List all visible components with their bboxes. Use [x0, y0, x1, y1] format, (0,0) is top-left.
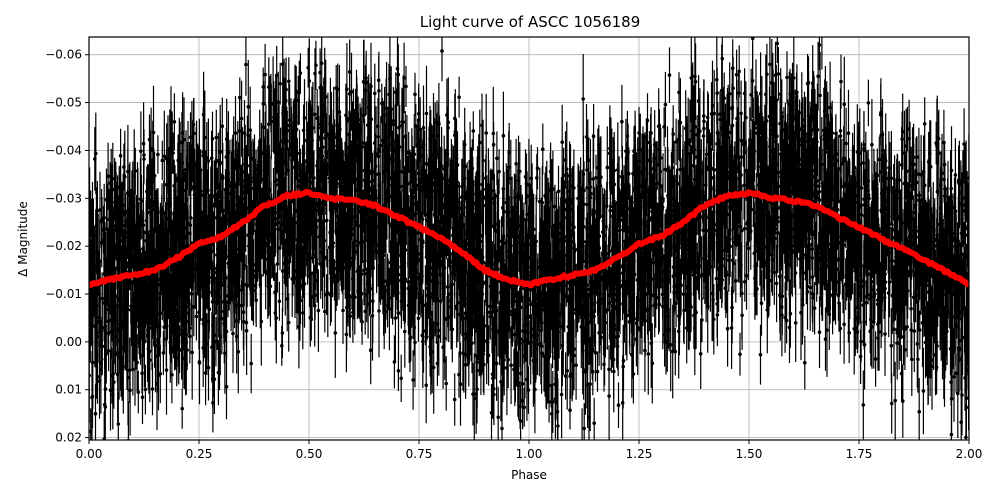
svg-text:−0.05: −0.05 — [45, 96, 82, 110]
svg-text:0.25: 0.25 — [186, 447, 213, 461]
svg-text:2.00: 2.00 — [956, 447, 983, 461]
svg-text:1.50: 1.50 — [736, 447, 763, 461]
svg-text:1.00: 1.00 — [516, 447, 543, 461]
x-axis-label: Phase — [511, 468, 547, 482]
model-curve — [89, 188, 969, 289]
svg-text:0.00: 0.00 — [55, 335, 82, 349]
svg-text:−0.01: −0.01 — [45, 287, 82, 301]
svg-text:1.75: 1.75 — [846, 447, 873, 461]
y-axis-ticks: −0.06 −0.05 −0.04 −0.03 −0.02 −0.01 0.00 0.01 0.… — [45, 48, 89, 445]
x-axis-ticks: 0.00 0.25 0.50 0.75 1.00 1.25 1.50 1.75 2.00 — [76, 440, 983, 461]
svg-text:0.50: 0.50 — [296, 447, 323, 461]
svg-text:0.02: 0.02 — [55, 431, 82, 445]
svg-text:0.01: 0.01 — [55, 383, 82, 397]
chart-title: Light curve of ASCC 1056189 — [419, 13, 641, 31]
svg-text:0.75: 0.75 — [406, 447, 433, 461]
y-axis-label: Δ Magnitude — [16, 201, 30, 277]
svg-text:−0.02: −0.02 — [45, 239, 82, 253]
svg-text:−0.03: −0.03 — [45, 191, 82, 205]
svg-text:−0.06: −0.06 — [45, 48, 82, 62]
svg-text:−0.04: −0.04 — [45, 143, 82, 157]
svg-text:0.00: 0.00 — [76, 447, 103, 461]
svg-text:1.25: 1.25 — [626, 447, 653, 461]
